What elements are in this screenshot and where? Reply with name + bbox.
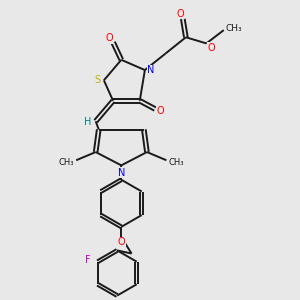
Text: CH₃: CH₃ — [169, 158, 184, 167]
Text: O: O — [118, 237, 125, 247]
Text: N: N — [147, 65, 155, 75]
Text: O: O — [156, 106, 164, 116]
Text: H: H — [84, 117, 91, 127]
Text: O: O — [177, 9, 184, 19]
Text: CH₃: CH₃ — [58, 158, 74, 167]
Text: CH₃: CH₃ — [226, 23, 242, 32]
Text: F: F — [85, 255, 90, 265]
Text: O: O — [208, 43, 215, 52]
Text: N: N — [118, 167, 125, 178]
Text: S: S — [95, 75, 101, 85]
Text: O: O — [105, 33, 113, 43]
